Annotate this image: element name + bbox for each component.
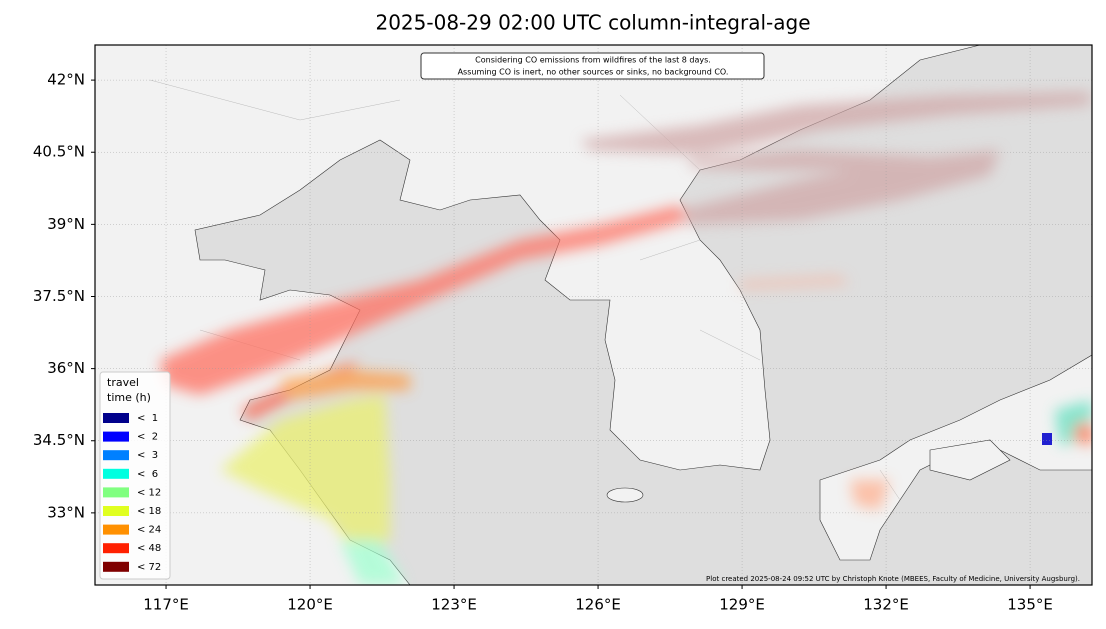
x-tick-label: 120°E bbox=[287, 596, 333, 614]
x-tick-label: 135°E bbox=[1007, 596, 1053, 614]
map-title: 2025-08-29 02:00 UTC column-integral-age bbox=[375, 11, 810, 35]
map-frame bbox=[94, 44, 1093, 586]
legend-label: < 24 bbox=[137, 525, 161, 536]
legend-swatch bbox=[103, 450, 129, 461]
plume-core bbox=[1042, 433, 1052, 445]
land-jeju bbox=[606, 487, 644, 503]
map-area bbox=[95, 45, 1092, 585]
y-tick-label: 33°N bbox=[47, 503, 85, 521]
legend-swatch bbox=[103, 487, 129, 498]
y-tick-label: 36°N bbox=[47, 359, 85, 377]
legend-label: < 3 bbox=[137, 450, 158, 461]
legend-label: < 2 bbox=[137, 432, 158, 443]
land-japan bbox=[819, 354, 1092, 561]
y-tick-label: 37.5°N bbox=[33, 287, 85, 305]
legend-label: < 72 bbox=[137, 562, 161, 573]
graticule bbox=[95, 45, 1092, 585]
plumes bbox=[160, 92, 1092, 585]
land-shikoku bbox=[929, 439, 1011, 481]
legend-swatch bbox=[103, 506, 129, 516]
y-tick-label: 39°N bbox=[47, 215, 85, 233]
x-tick-label: 126°E bbox=[575, 596, 621, 614]
legend-swatch bbox=[103, 524, 129, 535]
y-tick-label: 34.5°N bbox=[33, 431, 85, 449]
legend-swatch bbox=[103, 543, 129, 554]
legend-label: < 1 bbox=[137, 413, 158, 424]
legend-label: < 6 bbox=[137, 469, 158, 480]
x-tick-label: 123°E bbox=[431, 596, 477, 614]
legend-label: < 18 bbox=[137, 506, 161, 517]
x-tick-label: 132°E bbox=[863, 596, 909, 614]
legend-swatch bbox=[103, 413, 129, 423]
annotation-line: Considering CO emissions from wildfires … bbox=[475, 56, 711, 65]
x-tick-label: 129°E bbox=[719, 596, 765, 614]
legend-title: travel bbox=[107, 376, 139, 389]
legend-swatch bbox=[103, 431, 129, 442]
legend-label: < 48 bbox=[137, 543, 161, 554]
legend-swatch bbox=[103, 561, 129, 572]
legend-label: < 12 bbox=[137, 487, 161, 498]
annotation-line: Assuming CO is inert, no other sources o… bbox=[458, 68, 729, 77]
y-tick-label: 42°N bbox=[47, 71, 85, 89]
legend-title: time (h) bbox=[107, 391, 151, 404]
annotation-box bbox=[420, 52, 765, 80]
x-tick-label: 117°E bbox=[143, 596, 189, 614]
y-tick-label: 40.5°N bbox=[33, 143, 85, 161]
credit: Plot created 2025-08-24 09:52 UTC by Chr… bbox=[706, 575, 1080, 583]
legend-swatch bbox=[103, 468, 129, 479]
